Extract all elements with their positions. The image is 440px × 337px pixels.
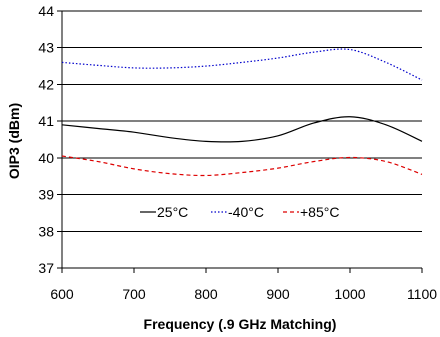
- legend-background: [132, 202, 364, 222]
- y-tick-label: 42: [38, 76, 54, 92]
- gridlines: [62, 10, 422, 232]
- axes: 37 38 39 40 41 42 43 44 600 700 800 900 1000 1100: [38, 3, 437, 302]
- x-tick-label: 700: [122, 286, 146, 302]
- x-tick-label: 800: [194, 286, 218, 302]
- series-line-2: [61, 155, 423, 177]
- x-tick-label: 900: [266, 286, 290, 302]
- series-line-1: [61, 48, 423, 81]
- y-tick-label: 39: [38, 187, 54, 203]
- series-lines: [61, 48, 423, 177]
- y-tick-label: 44: [38, 3, 54, 19]
- y-tick-label: 37: [38, 260, 54, 276]
- legend-label-0: 25°C: [157, 204, 188, 220]
- y-tick-label: 41: [38, 113, 54, 129]
- legend-label-1: -40°C: [228, 204, 264, 220]
- x-tick-label: 600: [50, 286, 74, 302]
- y-tick-label: 40: [38, 150, 54, 166]
- series-line-0: [61, 116, 423, 143]
- y-tick-label: 43: [38, 40, 54, 56]
- legend: 25°C -40°C +85°C: [132, 202, 364, 222]
- x-axis-title: Frequency (.9 GHz Matching): [144, 316, 337, 332]
- y-axis-title: OIP3 (dBm): [6, 103, 22, 179]
- legend-label-2: +85°C: [300, 204, 339, 220]
- y-tick-label: 38: [38, 223, 54, 239]
- x-tick-label: 1100: [407, 286, 437, 302]
- x-tick-label: 1000: [334, 286, 365, 302]
